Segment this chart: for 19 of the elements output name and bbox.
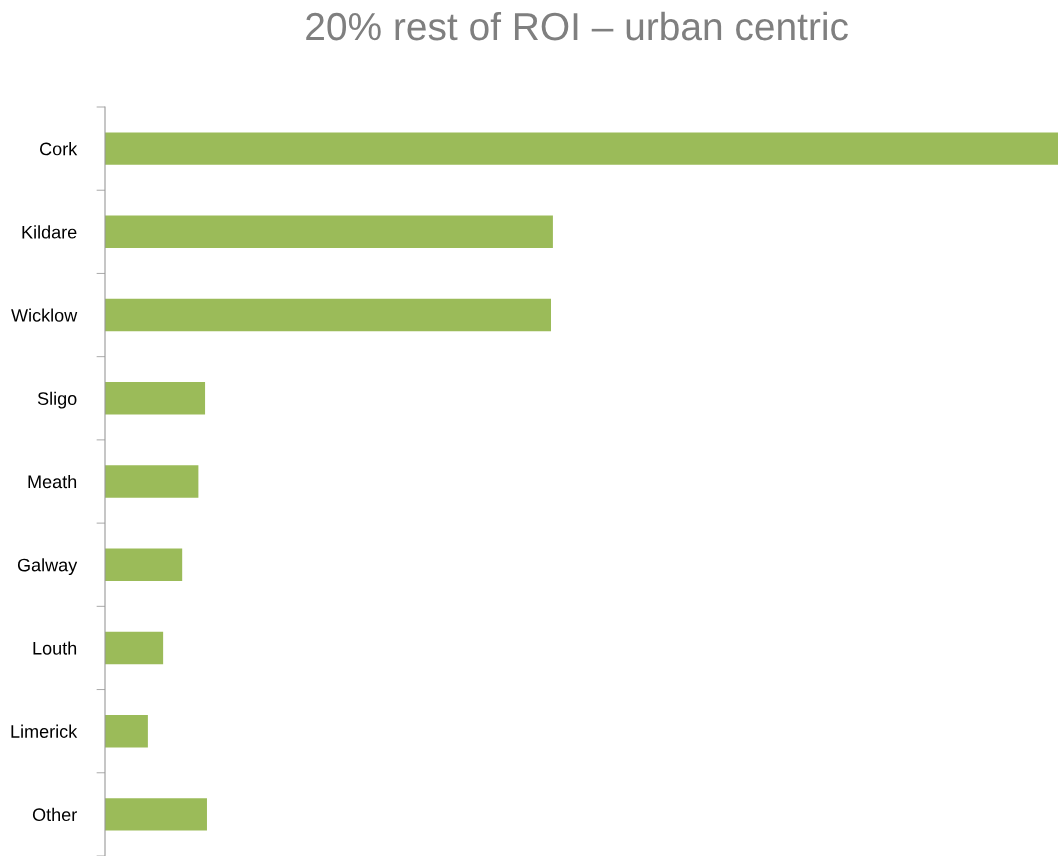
- chart-title: 20% rest of ROI – urban centric: [306, 11, 848, 41]
- y-tick-label: Wicklow: [11, 308, 78, 322]
- y-tick-label: Meath: [28, 474, 77, 489]
- y-tick-label: Louth: [33, 641, 77, 655]
- y-tick-label: Limerick: [11, 724, 78, 738]
- bar: [105, 465, 199, 498]
- y-tick-label: Galway: [17, 558, 78, 576]
- bar: [105, 132, 1058, 165]
- bar: [105, 382, 206, 415]
- y-tick-label: Other: [32, 807, 77, 822]
- y-tick-label: Kildare: [22, 225, 77, 239]
- bar: [105, 298, 551, 332]
- bar: [105, 631, 164, 665]
- bar: [105, 215, 553, 249]
- y-tick-label: Sligo: [37, 391, 77, 409]
- bar: [105, 798, 207, 831]
- bar: [105, 548, 183, 581]
- bar: [105, 714, 148, 748]
- y-tick-label: Cork: [40, 142, 78, 156]
